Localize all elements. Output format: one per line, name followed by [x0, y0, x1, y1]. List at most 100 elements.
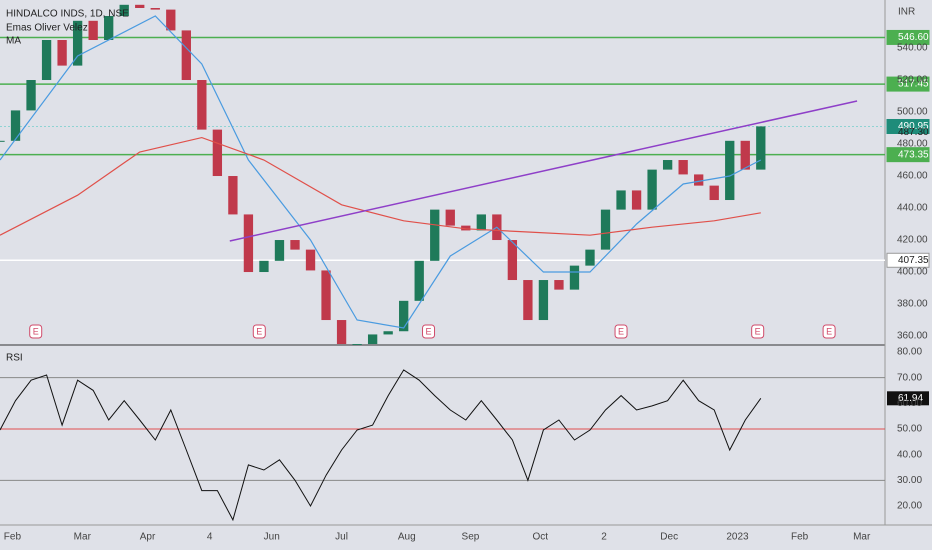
rsi-tick-label: 50.00	[897, 424, 922, 435]
candle	[538, 280, 549, 321]
event-label: E	[618, 326, 624, 336]
rsi-box	[887, 391, 929, 406]
indicator: MA	[6, 36, 21, 47]
price-pane	[0, 4, 885, 345]
y-tick-label: 540.00	[897, 43, 928, 54]
rsi-tick-label: 20.00	[897, 501, 922, 512]
y-tick-label: 480.00	[897, 139, 928, 150]
level-label: 546.60	[898, 32, 929, 43]
event-icon	[751, 324, 765, 339]
y-tick-label: 380.00	[897, 299, 928, 310]
y-tick-label: 420.00	[897, 235, 928, 246]
candle	[305, 249, 316, 271]
level-label: 490.95	[898, 121, 929, 132]
candle	[740, 140, 750, 170]
rsi-tick-label: 30.00	[897, 475, 922, 486]
candle	[166, 9, 176, 31]
candle	[694, 174, 704, 186]
rsi-line	[0, 369, 762, 522]
candle	[631, 190, 642, 210]
candle	[212, 129, 223, 177]
candle	[26, 80, 36, 111]
candle	[616, 190, 626, 210]
ma-line	[0, 136, 761, 236]
event-label: E	[33, 326, 39, 336]
candle	[197, 80, 207, 130]
candle	[662, 160, 673, 170]
candle	[352, 344, 362, 345]
candle	[119, 4, 129, 17]
candle	[57, 40, 67, 66]
x-tick-label: Mar	[853, 532, 871, 543]
x-tick-label: 2	[601, 532, 607, 543]
event-icon	[422, 324, 436, 339]
x-tick-label: Oct	[533, 532, 549, 543]
y-tick-label: 520.00	[897, 75, 928, 86]
y-tick-label: 460.00	[897, 171, 928, 182]
x-tick-label: Mar	[74, 532, 92, 543]
event-label: E	[755, 326, 761, 336]
level-box	[886, 76, 930, 92]
rsi-tick-label: 70.00	[897, 372, 922, 383]
level-label: 517.45	[898, 79, 929, 90]
candle	[430, 209, 440, 261]
level-label: 407.35	[898, 255, 929, 266]
x-tick-label: Jun	[264, 532, 280, 543]
candle	[181, 30, 191, 81]
x-tick-label: Feb	[791, 532, 809, 543]
candle	[725, 140, 735, 201]
rsi-tick-label: 60.00	[897, 398, 922, 409]
candle	[399, 300, 409, 332]
level-box	[886, 147, 930, 163]
event-label: E	[426, 326, 432, 336]
x-tick-label: Dec	[660, 532, 678, 543]
level-box	[886, 29, 930, 45]
candle	[243, 214, 254, 273]
candle	[274, 240, 285, 261]
candle	[383, 331, 393, 335]
candle	[150, 8, 160, 10]
candle	[523, 280, 533, 321]
candle	[461, 225, 471, 231]
subtitle: Emas Oliver Velez	[6, 23, 88, 34]
x-tick-label: Aug	[398, 532, 416, 543]
event-label: E	[826, 326, 832, 336]
y-tick-label: 500.00	[897, 107, 928, 118]
candle	[600, 209, 611, 250]
event-icon	[822, 324, 836, 339]
event-icon	[252, 324, 266, 339]
candle	[647, 169, 657, 210]
candle	[0, 140, 5, 142]
x-tick-label: Jul	[335, 532, 348, 543]
candle	[569, 265, 580, 290]
candle	[709, 185, 719, 201]
candle	[445, 209, 455, 226]
event-icon	[614, 324, 628, 339]
candle	[367, 334, 378, 345]
candle	[104, 16, 114, 41]
candle	[756, 126, 766, 170]
chart-title: HINDALCO INDS, 1D, NSE	[6, 9, 129, 20]
candle	[585, 249, 595, 266]
x-tick-label: Feb	[4, 532, 22, 543]
event-label: E	[256, 326, 262, 336]
candle	[336, 320, 347, 345]
level-box	[886, 118, 930, 134]
candle	[135, 4, 145, 9]
x-tick-label: 2023	[726, 532, 749, 543]
y-tick-label: 360.00	[897, 331, 928, 342]
candle	[88, 20, 98, 41]
y-tick-label: 400.00	[897, 267, 928, 278]
level-label: 487.30	[898, 127, 929, 138]
event-icon	[29, 324, 43, 339]
trendline	[229, 100, 858, 242]
candle	[476, 214, 486, 231]
candle	[321, 270, 331, 321]
ma-line	[0, 15, 762, 329]
candle	[259, 260, 269, 273]
x-tick-label: Sep	[462, 532, 480, 543]
y-tick-label: 440.00	[897, 203, 928, 214]
candle	[290, 240, 300, 250]
